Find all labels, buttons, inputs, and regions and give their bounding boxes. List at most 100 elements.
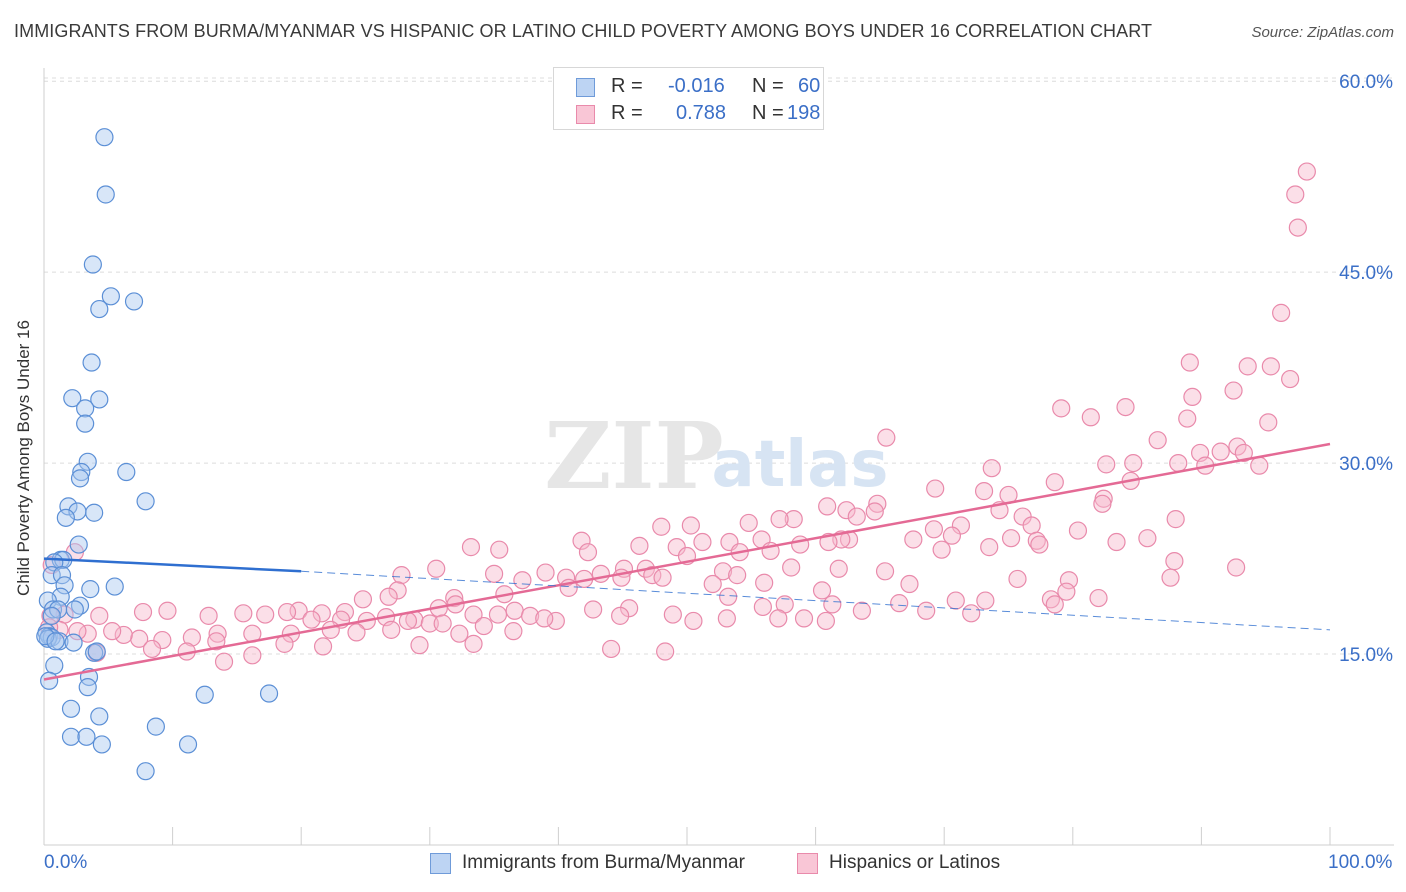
data-point (1238, 357, 1257, 376)
data-point (55, 576, 74, 595)
data-point (1045, 473, 1064, 492)
data-point (85, 503, 104, 522)
data-point (584, 600, 603, 619)
data-point (289, 601, 308, 620)
data-point (130, 629, 149, 648)
data-point (36, 627, 55, 646)
data-point (353, 590, 373, 609)
data-point (829, 559, 848, 578)
data-point (46, 632, 65, 651)
data-point (1068, 521, 1088, 540)
y-tick-label: 15.0% (1339, 645, 1393, 666)
data-point (1148, 431, 1167, 450)
data-point (578, 543, 598, 562)
watermark: ZIP atlas (544, 402, 888, 510)
legend-r-value: -0.016 (668, 75, 725, 97)
watermark-zip: ZIP (544, 402, 723, 510)
data-point (770, 510, 789, 529)
data-point (926, 479, 945, 498)
data-point (76, 399, 95, 418)
data-point (703, 574, 722, 594)
data-point (133, 602, 153, 622)
data-point (207, 632, 226, 651)
y-tick-label: 30.0% (1339, 454, 1393, 475)
data-point (234, 604, 253, 623)
data-point (136, 762, 155, 781)
data-point (420, 614, 439, 633)
data-point (1022, 516, 1041, 535)
data-point (488, 605, 508, 624)
data-point (717, 609, 736, 628)
data-point (865, 502, 884, 521)
data-point (1052, 399, 1071, 418)
data-point (942, 526, 962, 545)
data-point (69, 535, 88, 554)
data-point (1008, 569, 1027, 589)
data-point (81, 580, 100, 599)
data-point (42, 606, 61, 625)
data-point (611, 606, 630, 625)
data-point (769, 609, 788, 628)
axes (43, 68, 1394, 846)
bottom-legend-label: Hispanics or Latinos (829, 852, 1001, 873)
data-point (684, 611, 703, 631)
data-point (1093, 494, 1112, 513)
data-point (951, 516, 971, 535)
data-point (852, 601, 871, 620)
data-point (728, 566, 747, 585)
data-point (1124, 454, 1143, 473)
data-point (794, 609, 814, 628)
data-point (1281, 369, 1300, 389)
y-tick-labels: 15.0% 30.0% 45.0% 60.0% (1339, 72, 1393, 666)
data-point (114, 625, 133, 645)
data-point (142, 639, 162, 659)
data-point (63, 389, 82, 408)
data-point (474, 616, 493, 636)
data-point (64, 633, 83, 652)
data-point (924, 520, 944, 539)
trend-line-hispanics (43, 442, 1331, 681)
data-point (1138, 529, 1157, 548)
hispanics-series (40, 162, 1316, 671)
data-point (445, 588, 464, 608)
data-point (68, 622, 87, 641)
data-point (1097, 455, 1116, 474)
data-point (946, 591, 965, 610)
data-point (1116, 397, 1135, 417)
data-point (464, 634, 483, 653)
data-point (739, 513, 758, 533)
legend-r-label: R = (611, 75, 643, 97)
data-point (178, 735, 198, 754)
y-tick-label: 60.0% (1339, 72, 1393, 93)
bottom-legend-swatch-blue (430, 853, 451, 874)
data-point (652, 517, 671, 536)
bottom-legend-swatch-pink (797, 853, 818, 874)
data-point (816, 611, 835, 631)
data-point (50, 632, 69, 651)
data-point (719, 587, 738, 606)
data-point (1180, 353, 1199, 372)
legend-swatch-pink (576, 105, 595, 124)
data-point (208, 624, 227, 643)
legend-swatch-blue (576, 78, 595, 97)
data-point (259, 684, 279, 703)
data-point (546, 611, 565, 631)
data-point (962, 604, 981, 623)
data-point (875, 562, 895, 581)
data-point (1166, 510, 1185, 529)
data-point (410, 636, 429, 655)
data-point (59, 497, 78, 516)
data-point (42, 566, 61, 585)
data-point (96, 185, 115, 204)
data-point (78, 452, 97, 471)
data-point (1297, 162, 1316, 181)
data-point (90, 390, 109, 409)
data-point (1169, 454, 1188, 473)
data-point (312, 604, 331, 623)
data-point (82, 353, 101, 372)
data-point (791, 535, 810, 554)
data-point (78, 678, 97, 697)
data-point (124, 292, 144, 311)
data-point (693, 532, 712, 552)
data-point (347, 623, 366, 642)
